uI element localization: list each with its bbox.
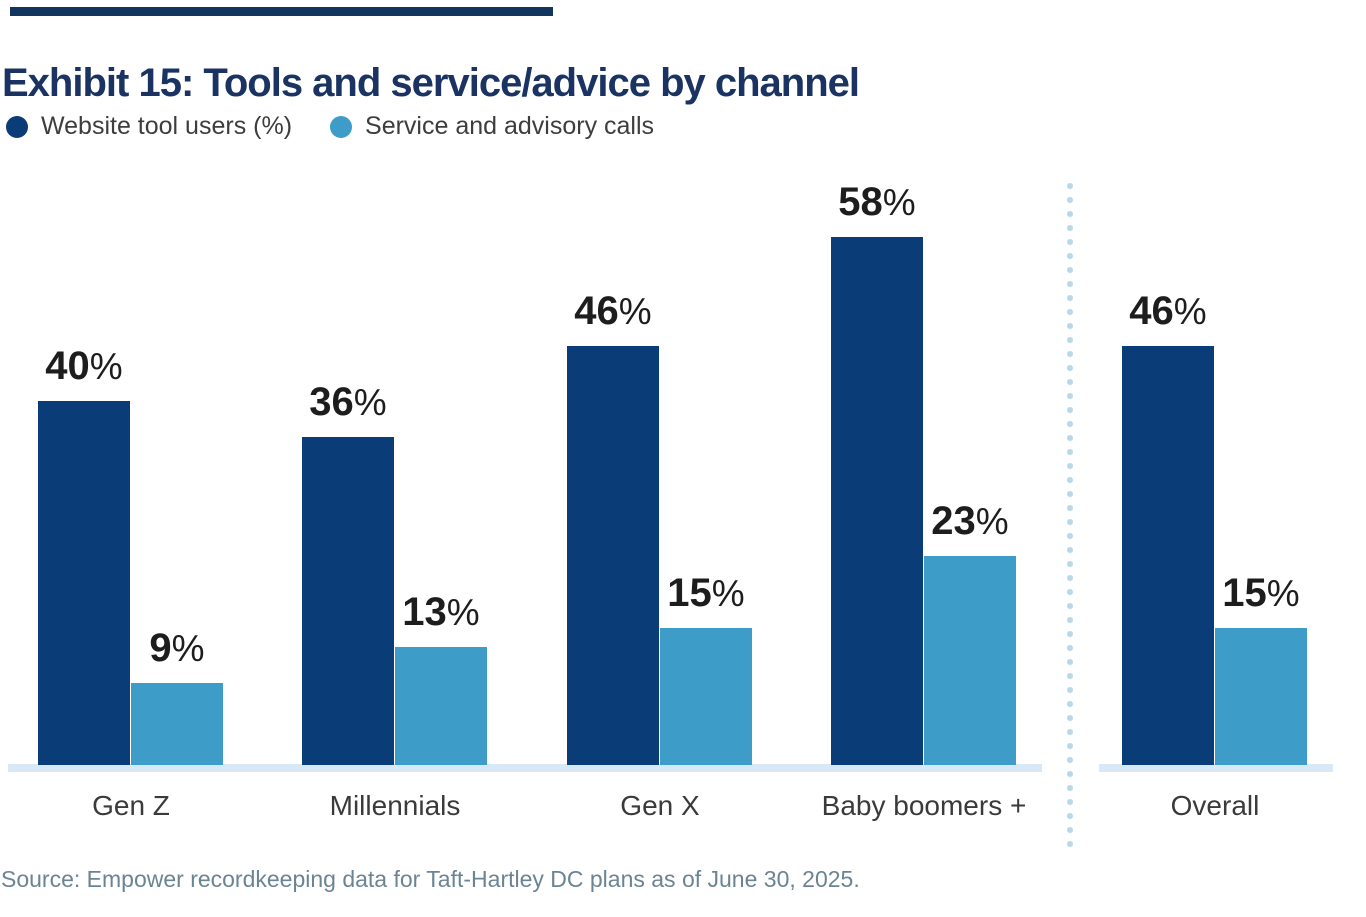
value-percent-sign: % <box>446 592 480 633</box>
value-number: 58 <box>838 180 883 224</box>
value-label-website-tools-gen-z: 40% <box>8 346 160 386</box>
value-number: 36 <box>309 380 354 424</box>
value-label-website-tools-overall: 46% <box>1092 291 1244 331</box>
value-label-advisory-calls-overall: 15% <box>1185 573 1337 613</box>
value-percent-sign: % <box>711 573 745 614</box>
value-number: 13 <box>402 590 447 634</box>
value-label-advisory-calls-gen-z: 9% <box>101 628 253 668</box>
axis-label-millennials: Millennials <box>329 790 461 821</box>
value-label-website-tools-baby-boomers: 58% <box>801 182 953 222</box>
bar-advisory-calls-gen-x <box>660 628 752 765</box>
value-number: 23 <box>931 499 976 543</box>
value-number: 46 <box>574 289 619 333</box>
value-number: 46 <box>1129 289 1174 333</box>
value-percent-sign: % <box>975 501 1009 542</box>
bar-website-tools-overall <box>1122 346 1214 765</box>
axis-label-gen-x: Gen X <box>620 790 700 821</box>
top-accent-bar <box>10 7 553 16</box>
bar-website-tools-gen-z <box>38 401 130 765</box>
value-percent-sign: % <box>171 628 205 669</box>
bar-website-tools-baby-boomers <box>831 237 923 765</box>
value-percent-sign: % <box>1266 573 1300 614</box>
value-number: 40 <box>45 344 90 388</box>
source-note: Source: Empower recordkeeping data for T… <box>1 866 860 892</box>
value-label-advisory-calls-millennials: 13% <box>365 592 517 632</box>
legend-item-website-tools: Website tool users (%) <box>6 112 292 141</box>
value-percent-sign: % <box>89 346 123 387</box>
value-label-advisory-calls-baby-boomers: 23% <box>894 501 1046 541</box>
bar-advisory-calls-millennials <box>395 647 487 765</box>
legend-item-advisory-calls: Service and advisory calls <box>330 112 654 141</box>
axis-label-gen-z: Gen Z <box>92 790 170 821</box>
baseline-overall-group <box>1099 764 1333 772</box>
value-number: 15 <box>667 571 712 615</box>
value-percent-sign: % <box>618 291 652 332</box>
value-percent-sign: % <box>1173 291 1207 332</box>
bar-advisory-calls-overall <box>1215 628 1307 765</box>
bar-advisory-calls-baby-boomers <box>924 556 1016 765</box>
value-label-website-tools-gen-x: 46% <box>537 291 689 331</box>
value-label-advisory-calls-gen-x: 15% <box>630 573 782 613</box>
axis-label-baby-boomers: Baby boomers + <box>821 790 1027 821</box>
chart-legend: Website tool users (%) Service and advis… <box>6 112 654 141</box>
bar-website-tools-gen-x <box>567 346 659 765</box>
value-label-website-tools-millennials: 36% <box>272 382 424 422</box>
bar-website-tools-millennials <box>302 437 394 765</box>
legend-label-website-tools: Website tool users (%) <box>41 112 293 140</box>
baseline-main-group <box>8 764 1042 772</box>
legend-label-advisory-calls: Service and advisory calls <box>365 112 655 140</box>
value-percent-sign: % <box>882 182 916 223</box>
axis-label-overall: Overall <box>1170 790 1260 821</box>
legend-dot-website-tools-icon <box>6 115 28 138</box>
value-number: 9 <box>149 626 172 670</box>
dotted-separator-line <box>1067 183 1073 855</box>
bar-advisory-calls-gen-z <box>131 683 223 765</box>
value-percent-sign: % <box>353 382 387 423</box>
chart-title: Exhibit 15: Tools and service/advice by … <box>2 60 860 105</box>
legend-dot-advisory-calls-icon <box>330 115 353 138</box>
value-number: 15 <box>1222 571 1267 615</box>
